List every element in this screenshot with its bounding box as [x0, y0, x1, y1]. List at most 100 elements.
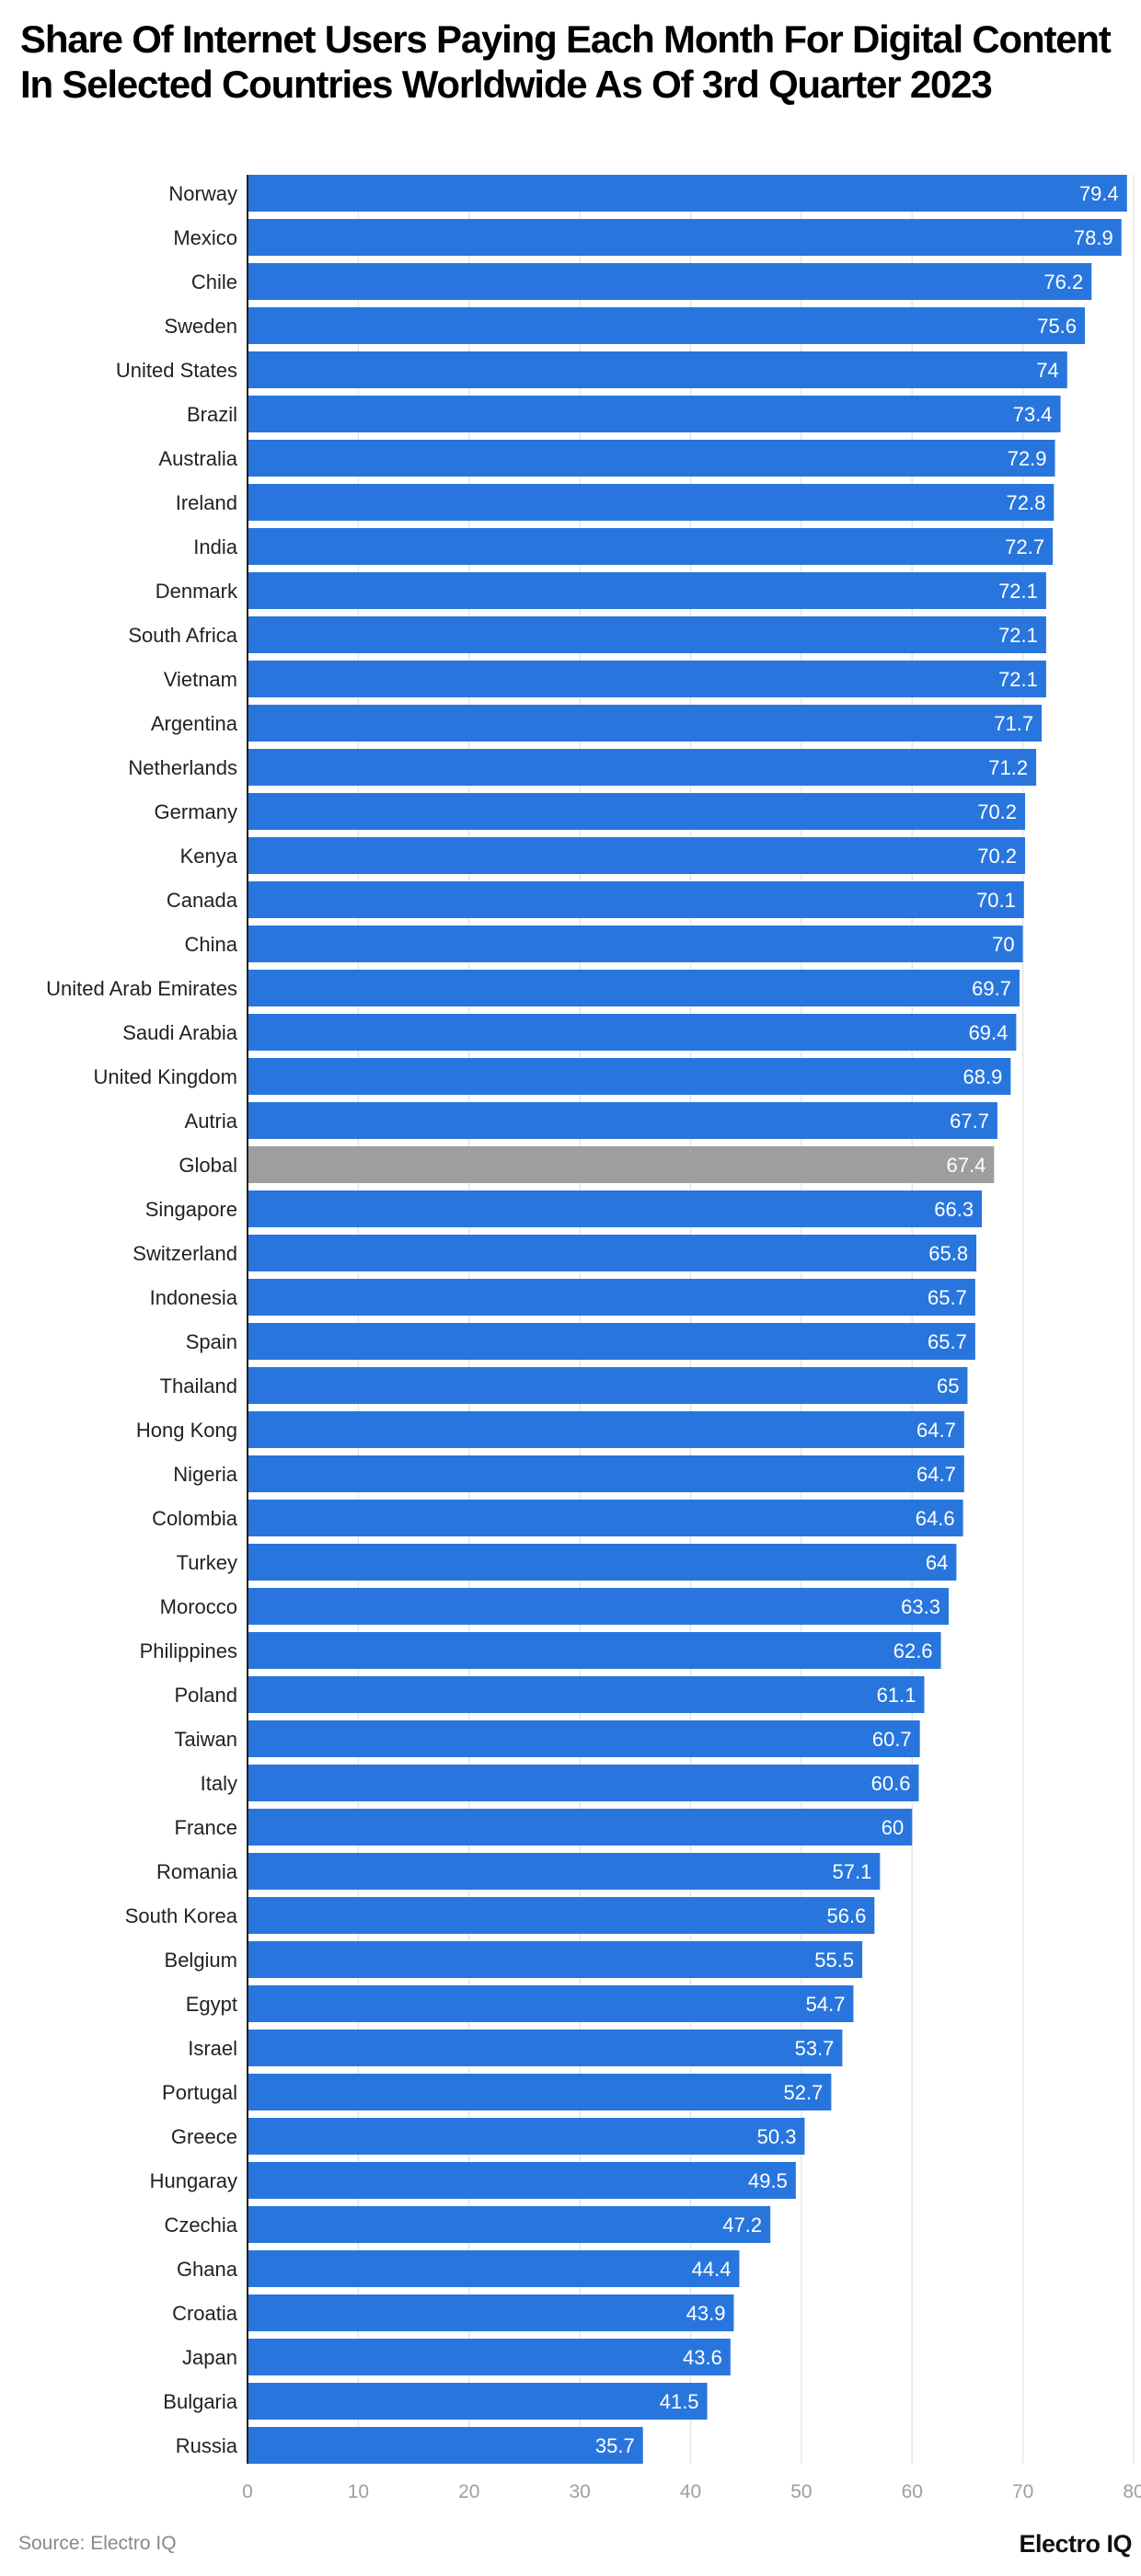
data-label: 79.4	[1079, 182, 1119, 205]
bar-ghana	[248, 2250, 740, 2287]
data-label: 60.7	[872, 1728, 912, 1751]
data-label: 66.3	[934, 1198, 974, 1221]
x-tick-label: 40	[680, 2481, 701, 2502]
category-label: Bulgaria	[163, 2390, 237, 2413]
bar-india	[248, 528, 1054, 565]
category-label: India	[193, 535, 237, 558]
bar-netherlands	[248, 749, 1037, 786]
category-label: Mexico	[173, 226, 237, 249]
bar-israel	[248, 2030, 843, 2066]
data-label: 69.4	[969, 1021, 1008, 1044]
bar-hungaray	[248, 2162, 796, 2199]
data-label: 64	[926, 1551, 948, 1574]
data-label: 54.7	[806, 1993, 846, 2016]
data-label: 55.5	[814, 1949, 854, 1972]
category-label: Spain	[186, 1330, 237, 1353]
category-label: Saudi Arabia	[122, 1021, 238, 1044]
bar-philippines	[248, 1632, 941, 1669]
data-label: 41.5	[660, 2390, 699, 2413]
category-label: Turkey	[177, 1551, 237, 1574]
bar-australia	[248, 440, 1055, 477]
data-label: 70.1	[976, 889, 1016, 912]
data-label: 76.2	[1043, 270, 1083, 293]
bar-germany	[248, 793, 1026, 830]
data-label: 73.4	[1013, 403, 1053, 426]
data-label: 47.2	[722, 2214, 762, 2237]
bar-denmark	[248, 572, 1046, 609]
data-label: 65.8	[928, 1242, 968, 1265]
bar-united-kingdom	[248, 1058, 1011, 1095]
bar-colombia	[248, 1500, 963, 1536]
category-label: Egypt	[186, 1993, 237, 2016]
data-label: 69.7	[972, 977, 1011, 1000]
data-label: 64.7	[916, 1463, 956, 1486]
category-label: United States	[116, 359, 237, 382]
category-label: Hungaray	[150, 2169, 237, 2192]
category-label: Germany	[155, 800, 237, 823]
category-label: Indonesia	[150, 1286, 238, 1309]
x-tick-label: 20	[458, 2481, 479, 2502]
data-label: 50.3	[757, 2125, 797, 2148]
data-label: 43.9	[686, 2302, 726, 2325]
bar-ireland	[248, 484, 1055, 521]
category-label: Croatia	[172, 2302, 238, 2325]
bar-greece	[248, 2118, 805, 2155]
bar-egypt	[248, 1985, 854, 2022]
bar-china	[248, 926, 1023, 962]
category-label: Portugal	[162, 2081, 237, 2104]
category-label: Canada	[167, 889, 238, 912]
category-label: Nigeria	[173, 1463, 237, 1486]
x-tick-label: 0	[242, 2481, 253, 2502]
category-label: France	[175, 1816, 237, 1839]
bar-south-africa	[248, 616, 1046, 653]
chart-title: Share Of Internet Users Paying Each Mont…	[20, 17, 1112, 106]
bar-united-states	[248, 351, 1067, 388]
category-label: Czechia	[165, 2214, 238, 2237]
category-label: Belgium	[165, 1949, 237, 1972]
category-label: Norway	[168, 182, 237, 205]
data-label: 72.1	[998, 580, 1038, 603]
category-label: Singapore	[145, 1198, 237, 1221]
category-label: United Arab Emirates	[46, 977, 237, 1000]
data-label: 65.7	[928, 1330, 967, 1353]
bar-norway	[248, 175, 1127, 212]
category-label: Romania	[156, 1860, 238, 1883]
bar-france	[248, 1809, 913, 1846]
category-label: South Africa	[128, 624, 237, 647]
x-tick-label: 70	[1012, 2481, 1033, 2502]
category-label: Morocco	[160, 1595, 237, 1618]
data-label: 67.7	[950, 1110, 989, 1133]
brand-logo: Electro IQ	[1019, 2530, 1132, 2558]
data-label: 72.1	[998, 624, 1038, 647]
data-label: 61.1	[877, 1684, 916, 1707]
bar-switzerland	[248, 1235, 977, 1271]
bar-kenya	[248, 837, 1026, 874]
data-label: 57.1	[833, 1860, 872, 1883]
bar-chart: 0 10 20 30 40 50 60 70 80 Norway 79.4 Mexico 78.9 Chi…	[46, 175, 1141, 2502]
category-label: Colombia	[152, 1507, 238, 1530]
data-label: 64.7	[916, 1419, 956, 1442]
x-tick-label: 50	[790, 2481, 812, 2502]
x-tick-label: 80	[1123, 2481, 1141, 2502]
category-label: Australia	[158, 447, 237, 470]
bar-vietnam	[248, 661, 1046, 697]
category-label: Greece	[171, 2125, 237, 2148]
data-label: 78.9	[1074, 226, 1113, 249]
bar-chile	[248, 263, 1092, 300]
data-label: 49.5	[748, 2169, 788, 2192]
data-label: 70.2	[977, 800, 1017, 823]
data-label: 60.6	[871, 1772, 911, 1795]
category-label: Ireland	[176, 491, 237, 514]
bar-south-korea	[248, 1897, 875, 1934]
bar-hong-kong	[248, 1411, 964, 1448]
category-label: Global	[179, 1154, 237, 1177]
category-label: Netherlands	[128, 756, 237, 779]
data-label: 75.6	[1037, 315, 1077, 338]
x-tick-label: 30	[569, 2481, 590, 2502]
bar-thailand	[248, 1367, 968, 1404]
category-label: Autria	[185, 1110, 238, 1133]
bar-spain	[248, 1323, 975, 1360]
x-tick-label: 10	[348, 2481, 369, 2502]
category-label: Russia	[176, 2434, 238, 2457]
data-label: 71.7	[994, 712, 1033, 735]
